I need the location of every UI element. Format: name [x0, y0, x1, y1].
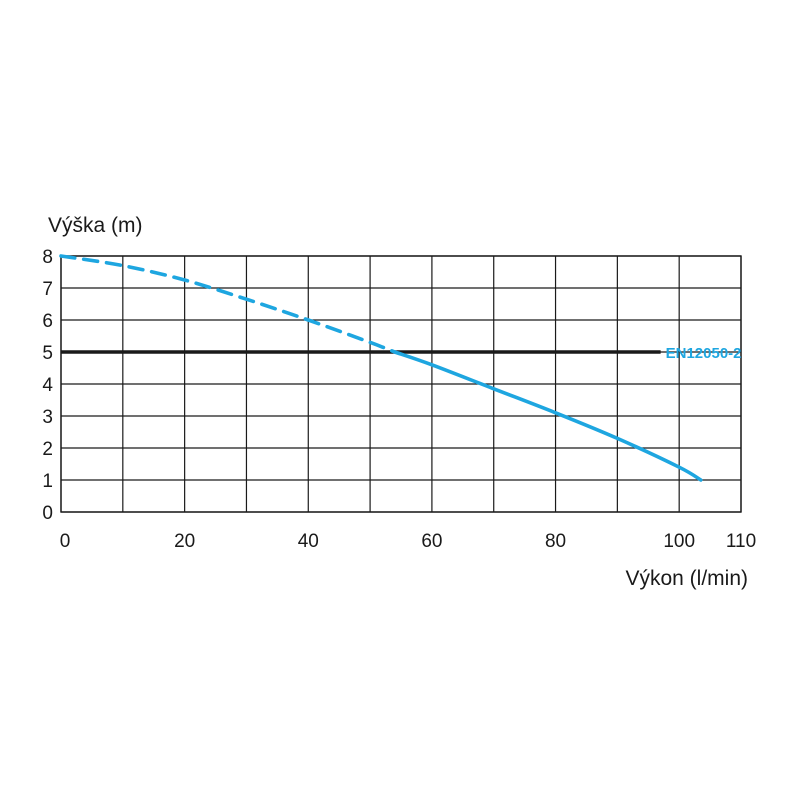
- reference-line-label: EN12050-2: [666, 345, 742, 362]
- grid: [60, 255, 742, 513]
- x-tick-label: 0: [60, 531, 71, 552]
- y-tick-label: 2: [42, 439, 53, 460]
- pump-curve-dashed: [59, 254, 397, 354]
- x-tick-label: 110: [726, 531, 756, 552]
- y-tick-label: 8: [42, 247, 53, 268]
- x-tick-label: 80: [545, 531, 566, 552]
- x-tick-label: 100: [663, 531, 695, 552]
- y-axis-title: Výška (m): [48, 214, 143, 237]
- y-tick-label: 0: [42, 503, 53, 524]
- x-tick-label: 20: [174, 531, 195, 552]
- series-group: EN12050-2: [59, 254, 742, 482]
- pump-curve-solid: [393, 350, 703, 482]
- y-tick-label: 7: [42, 279, 53, 300]
- y-tick-label: 1: [42, 471, 53, 492]
- x-tick-label: 40: [298, 531, 319, 552]
- y-tick-label: 4: [42, 375, 53, 396]
- x-tick-label: 60: [421, 531, 442, 552]
- plot-border: [60, 255, 742, 513]
- y-tick-label: 3: [42, 407, 53, 428]
- x-axis-title: Výkon (l/min): [625, 567, 748, 590]
- y-tick-label: 5: [42, 343, 53, 364]
- y-tick-label: 6: [42, 311, 53, 332]
